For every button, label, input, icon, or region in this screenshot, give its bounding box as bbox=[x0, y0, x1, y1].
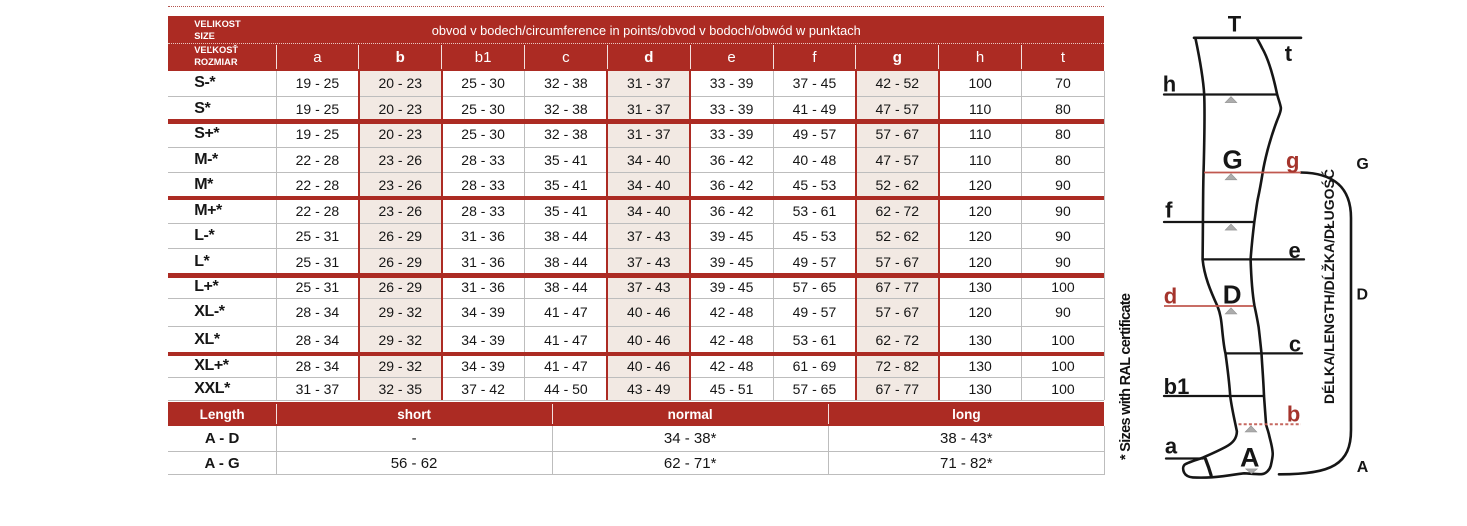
svg-text:T: T bbox=[1228, 12, 1242, 37]
svg-text:d: d bbox=[1164, 284, 1177, 309]
svg-text:G: G bbox=[1222, 145, 1242, 175]
svg-text:c: c bbox=[1289, 332, 1301, 357]
svg-text:a: a bbox=[1165, 434, 1178, 459]
svg-text:t: t bbox=[1285, 41, 1293, 66]
svg-text:f: f bbox=[1165, 198, 1173, 223]
svg-text:g: g bbox=[1286, 148, 1299, 173]
svg-text:b1: b1 bbox=[1164, 374, 1190, 399]
svg-text:D: D bbox=[1357, 287, 1369, 304]
svg-text:* Sizes with RAL certificate: * Sizes with RAL certificate bbox=[1118, 293, 1134, 460]
svg-text:DÉLKA/LENGTH/DĹŽKA/DŁUGOŚĆ: DÉLKA/LENGTH/DĹŽKA/DŁUGOŚĆ bbox=[1320, 169, 1337, 404]
svg-text:A: A bbox=[1240, 442, 1260, 472]
svg-text:G: G bbox=[1356, 156, 1368, 173]
svg-text:b: b bbox=[1287, 402, 1300, 427]
svg-text:h: h bbox=[1163, 72, 1176, 97]
svg-text:e: e bbox=[1288, 238, 1300, 263]
svg-text:A: A bbox=[1357, 459, 1369, 476]
svg-text:D: D bbox=[1223, 280, 1242, 310]
